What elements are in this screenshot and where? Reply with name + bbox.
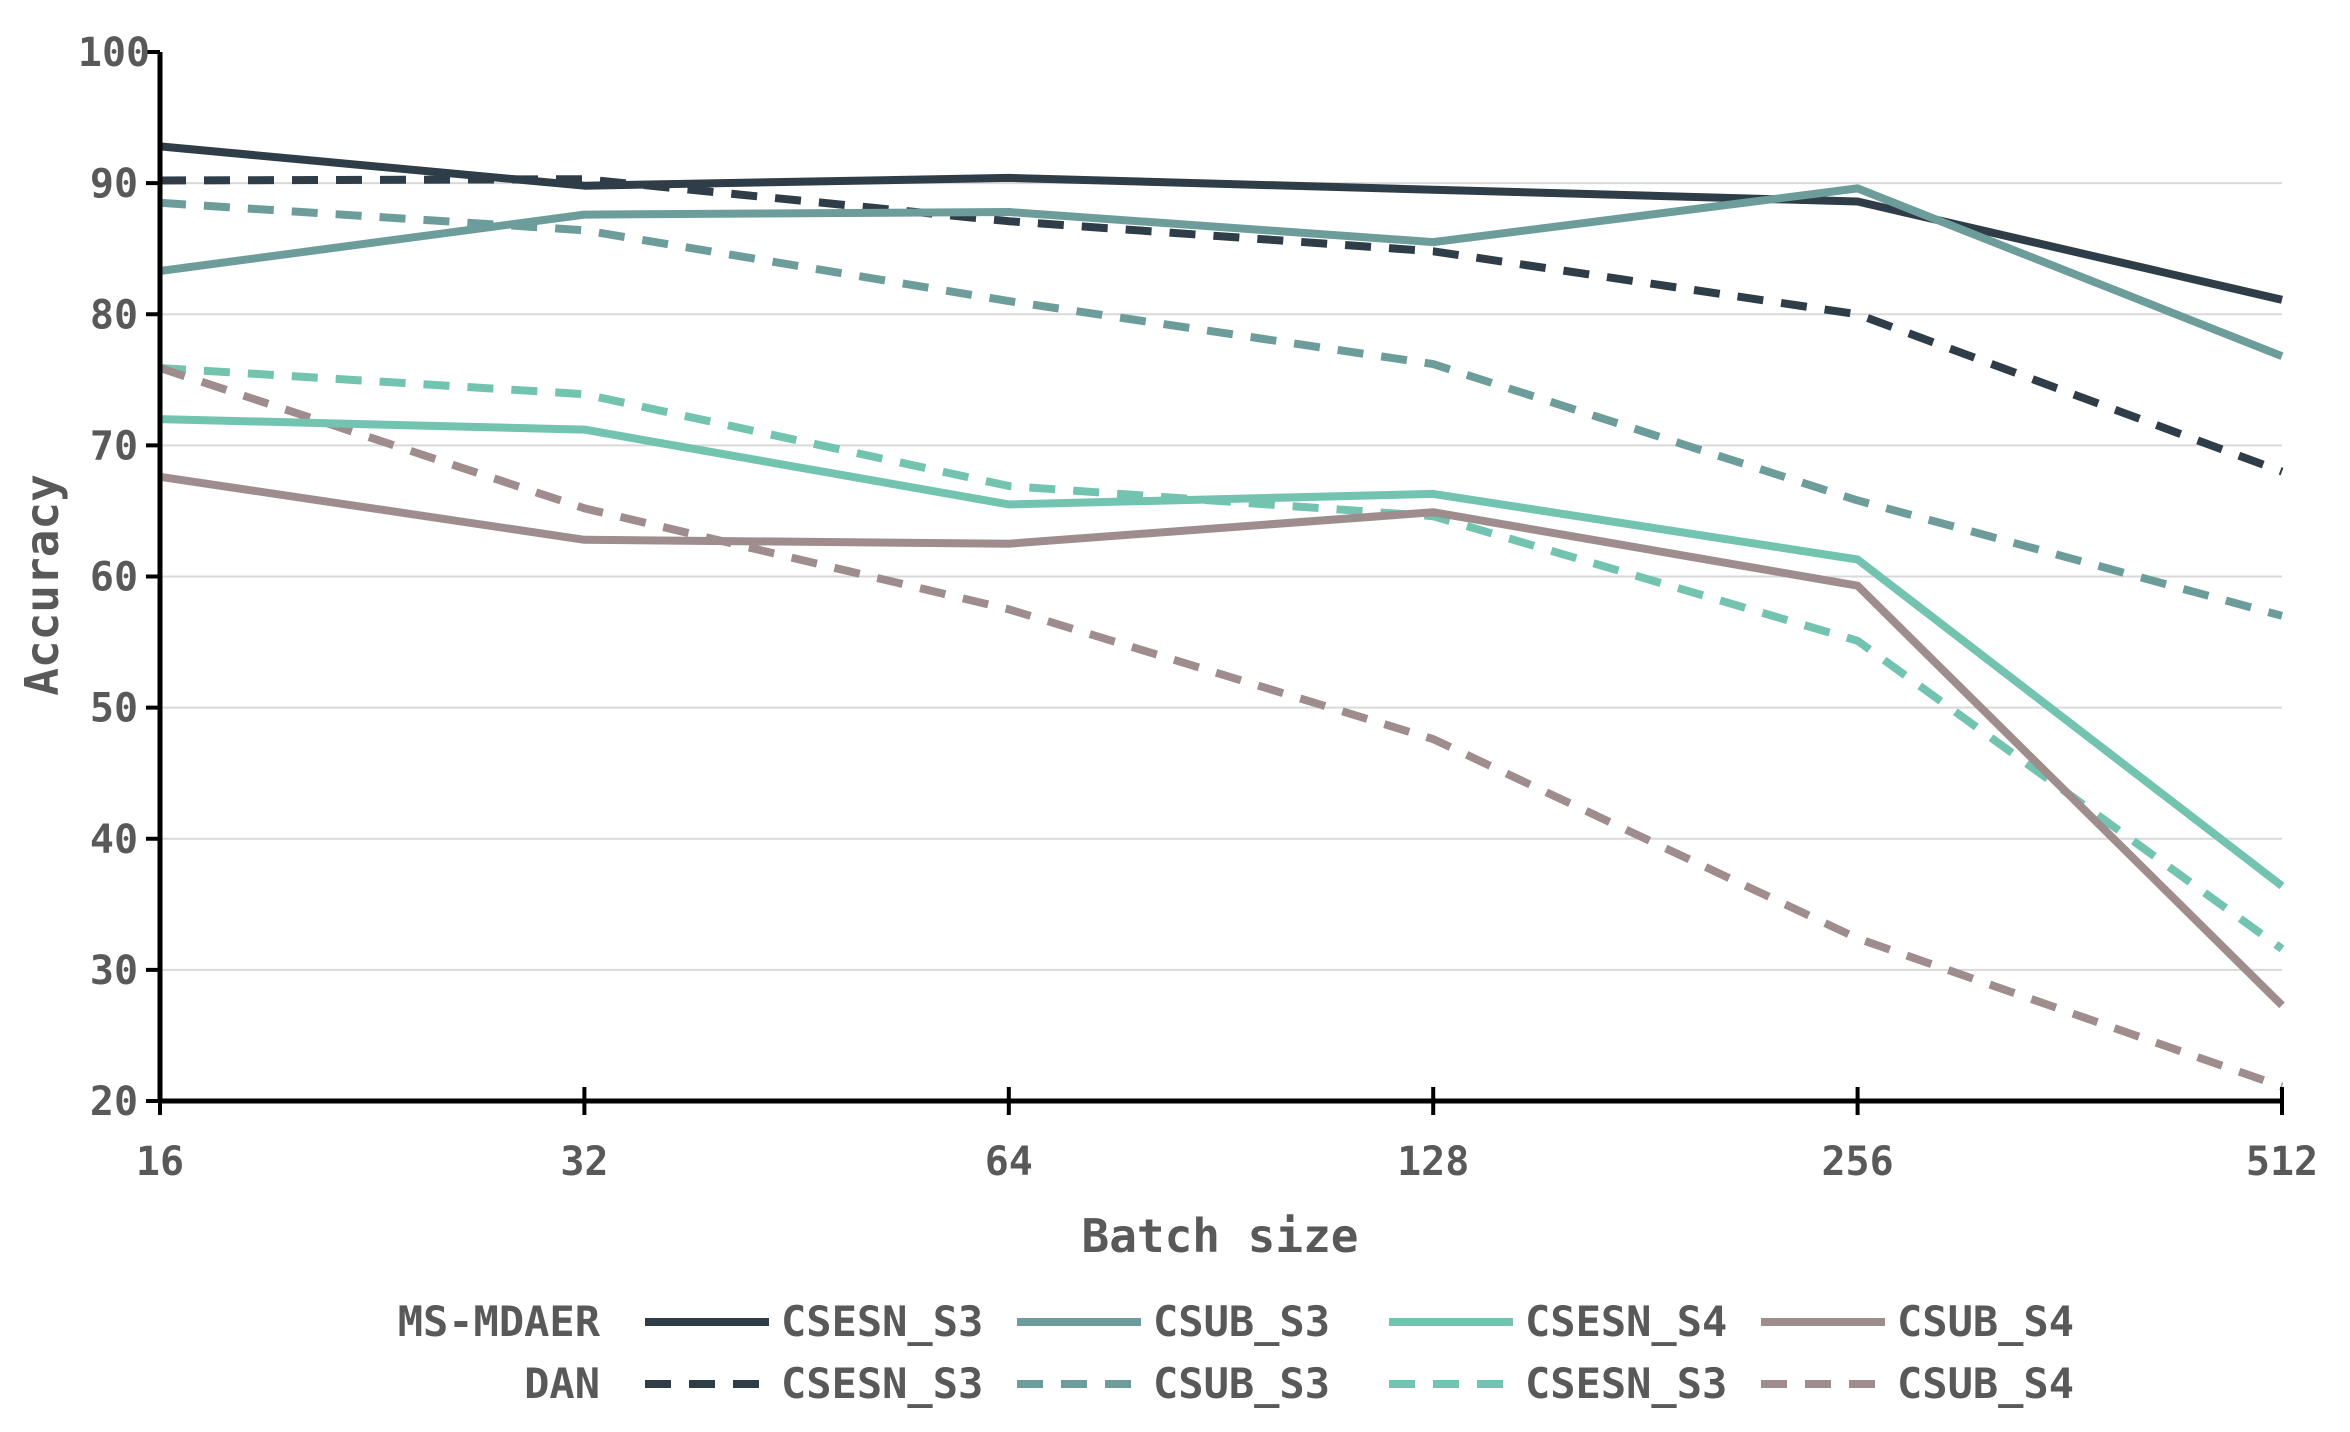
y-tick-label-50: 50 (90, 686, 138, 732)
y-tick-label-100: 100 (78, 30, 150, 76)
y-axis-title: Accuracy (15, 474, 69, 696)
x-tick-label-512: 512 (2246, 1139, 2318, 1185)
legend-group-label-dan: DAN (524, 1359, 600, 1408)
legend-label-6: CSESN_S3 (1525, 1359, 1727, 1408)
y-tick-label-40: 40 (90, 817, 138, 863)
legend-label-1: CSUB_S3 (1153, 1297, 1330, 1346)
y-tick-label-80: 80 (90, 292, 138, 338)
x-tick-label-256: 256 (1821, 1139, 1893, 1185)
series-line-ms-mdaer-csub_s4-3 (159, 472, 2285, 1009)
x-tick-label-16: 16 (136, 1139, 184, 1185)
y-tick-label-90: 90 (90, 161, 138, 207)
legend-label-5: CSUB_S3 (1153, 1359, 1330, 1408)
legend: MS-MDAER CSESN_S3 CSUB_S3 CSESN_S4 CSUB_S4 DA… (398, 1297, 2074, 1408)
legend-label-0: CSESN_S3 (781, 1297, 983, 1346)
series-lines (158, 142, 2285, 1091)
y-tick-label-60: 60 (90, 555, 138, 601)
tick-labels: 20 30 40 50 60 70 80 90 100 16 32 64 128 256 512 (78, 30, 2318, 1185)
legend-label-4: CSESN_S3 (781, 1359, 983, 1408)
legend-label-3: CSUB_S4 (1897, 1297, 2074, 1346)
series-line-ms-mdaer-csub_s3-1 (159, 184, 2284, 360)
legend-label-2: CSESN_S4 (1525, 1297, 1727, 1346)
series-line-ms-mdaer-csesn_s4-2 (159, 415, 2285, 890)
gridlines (160, 182, 2282, 971)
x-tick-label-32: 32 (560, 1139, 608, 1185)
y-tick-label-20: 20 (90, 1079, 138, 1125)
series-line-dan-csub_s4-7 (158, 364, 2284, 1091)
y-tick-label-30: 30 (90, 948, 138, 994)
legend-label-7: CSUB_S4 (1897, 1359, 2074, 1408)
x-tick-label-128: 128 (1397, 1139, 1469, 1185)
x-tick-label-64: 64 (985, 1139, 1033, 1185)
legend-group-label-ms-mdaer: MS-MDAER (398, 1297, 601, 1346)
y-tick-label-70: 70 (90, 423, 138, 469)
x-axis-title: Batch size (1082, 1209, 1359, 1263)
